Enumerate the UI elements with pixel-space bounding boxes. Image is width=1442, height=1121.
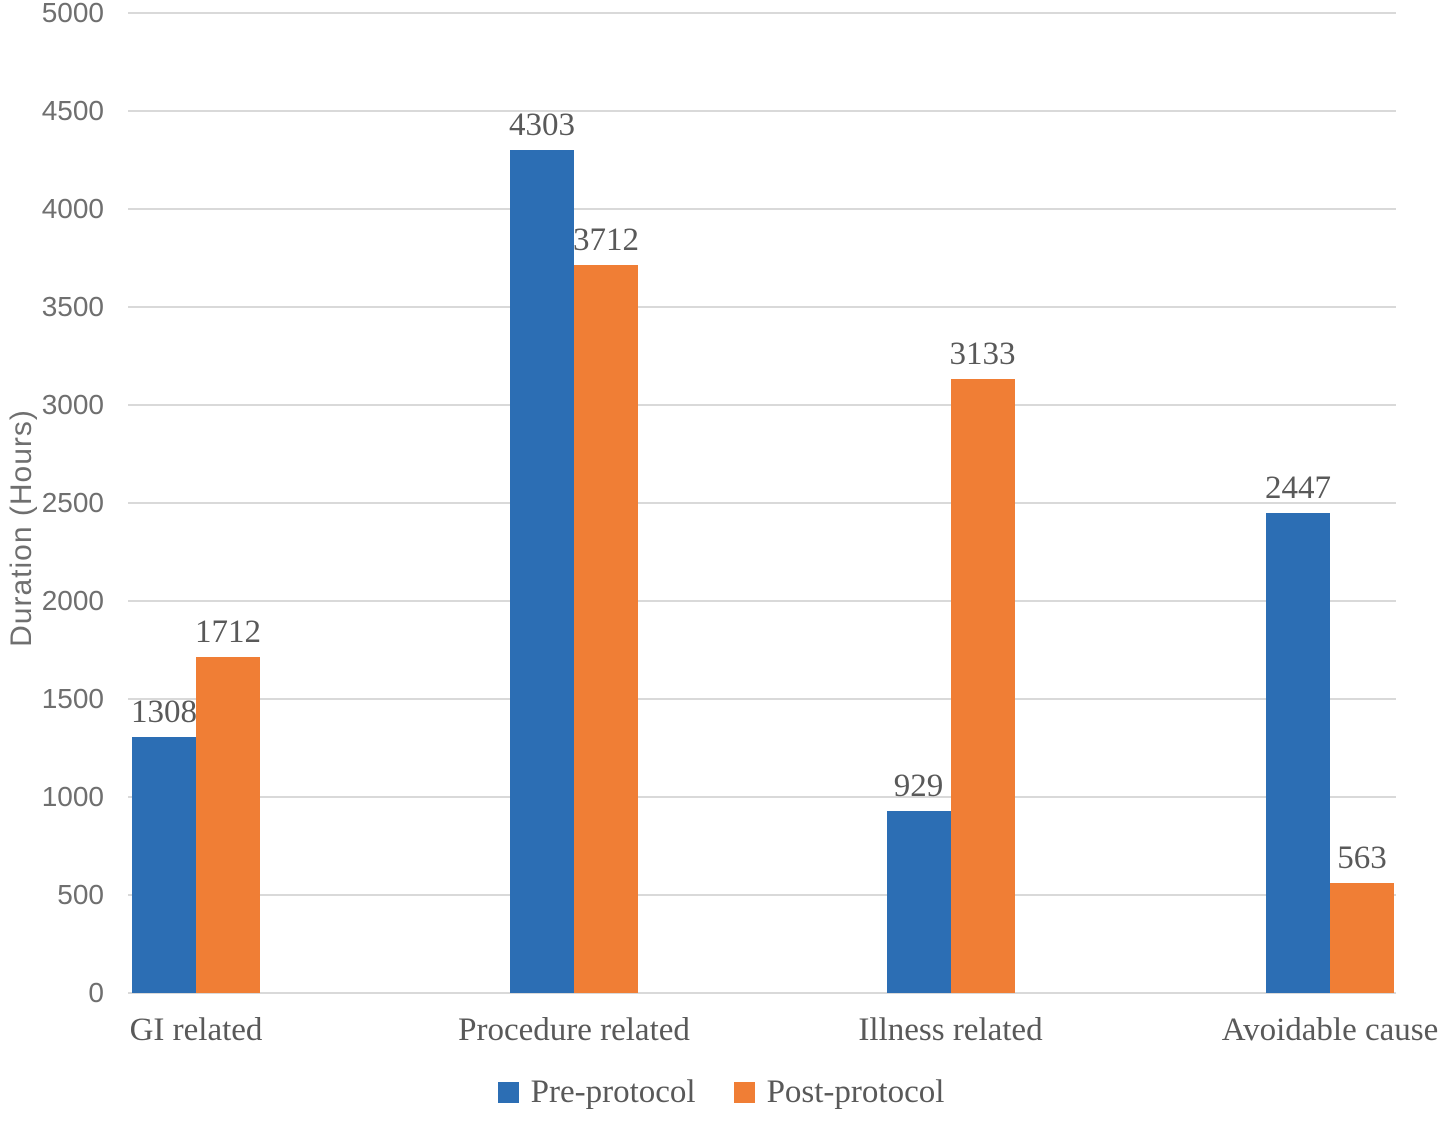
bar-pre-protocol: [132, 737, 196, 993]
bar-value-label: 4303: [509, 107, 575, 143]
x-axis-category-labels: GI related Procedure related Illness relat…: [0, 1012, 1442, 1058]
y-axis-tick-label: 500: [57, 879, 104, 910]
plot-area: 1308 1712 4303 3712 929 3133 2447 563: [128, 12, 1396, 994]
y-axis: 0 500 1000 1500 2000 2500 3000 3500 4000 4500 5000: [0, 0, 104, 1008]
legend-item-post-protocol: Post-protocol: [733, 1074, 945, 1111]
category-label: GI related: [129, 1012, 263, 1048]
gridline: [128, 698, 1396, 700]
legend-label: Post-protocol: [766, 1074, 945, 1110]
category-label: Illness related: [858, 1012, 1043, 1048]
y-axis-tick-label: 2500: [41, 487, 104, 518]
y-axis-tick-label: 0: [88, 977, 104, 1008]
gridline: [128, 12, 1396, 14]
bar-group: 1308 1712: [131, 13, 261, 993]
bar-pre-protocol: [886, 811, 951, 993]
bar-pre-protocol: [510, 150, 574, 993]
bar-group: 4303 3712: [509, 13, 639, 993]
bar-post-protocol: [1330, 883, 1394, 993]
y-axis-tick-label: 4500: [41, 95, 104, 126]
y-axis-tick-label: 1500: [41, 683, 104, 714]
y-axis-tick-label: 1000: [41, 781, 104, 812]
gridline: [128, 992, 1396, 994]
gridline: [128, 600, 1396, 602]
gridline: [128, 894, 1396, 896]
gridline: [128, 110, 1396, 112]
bar-post-protocol: [196, 657, 260, 993]
bar-value-label: 2447: [1265, 470, 1331, 506]
legend: Pre-protocol Post-protocol: [0, 1074, 1442, 1111]
legend-swatch: [497, 1082, 519, 1103]
y-axis-tick-label: 3500: [41, 291, 104, 322]
bar-post-protocol: [574, 265, 638, 993]
legend-item-pre-protocol: Pre-protocol: [497, 1074, 696, 1111]
y-axis-tick-label: 5000: [41, 0, 104, 28]
bar-group: 929 3133: [886, 13, 1016, 993]
bar-value-label: 3133: [949, 336, 1016, 372]
gridline: [128, 306, 1396, 308]
category-label: Procedure related: [458, 1012, 690, 1048]
y-axis-tick-label: 4000: [41, 193, 104, 224]
category-label: Avoidable cause: [1221, 1012, 1439, 1048]
bar-post-protocol: [950, 379, 1015, 993]
y-axis-tick-label: 3000: [41, 389, 104, 420]
bar-value-label: 1308: [131, 694, 197, 730]
gridline: [128, 208, 1396, 210]
legend-label: Pre-protocol: [530, 1074, 696, 1110]
gridline: [128, 796, 1396, 798]
y-axis-tick-label: 2000: [41, 585, 104, 616]
legend-swatch: [733, 1082, 755, 1103]
gridline: [128, 404, 1396, 406]
bar-value-label: 929: [893, 768, 944, 804]
bar-pre-protocol: [1266, 513, 1330, 993]
bar-value-label: 563: [1337, 840, 1387, 876]
bar-group: 2447 563: [1265, 13, 1394, 993]
bar-value-label: 3712: [573, 222, 639, 258]
bar-value-label: 1712: [195, 614, 261, 650]
gridline: [128, 502, 1396, 504]
